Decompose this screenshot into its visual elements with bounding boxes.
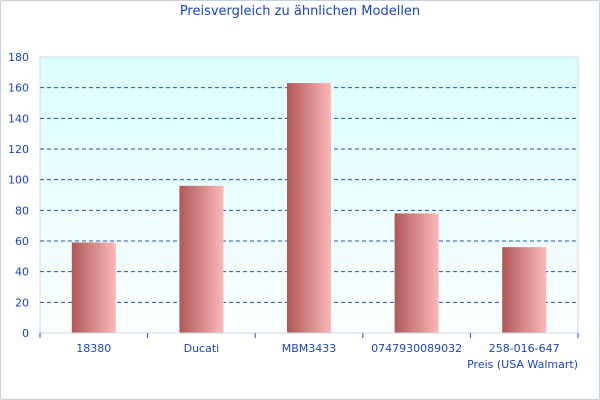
y-tick-label: 80 [15, 204, 29, 217]
y-tick-label: 160 [8, 82, 29, 95]
x-tick-label: MBM3433 [282, 342, 337, 355]
y-tick-label: 120 [8, 143, 29, 156]
bar-Ducati [179, 185, 224, 333]
y-tick-label: 20 [15, 296, 29, 309]
chart-title: Preisvergleich zu ähnlichen Modellen [179, 4, 421, 19]
y-tick-label: 100 [8, 174, 29, 187]
x-tick-label: 0747930089032 [371, 342, 462, 355]
x-tick-label: Ducati [184, 342, 220, 355]
x-axis-label: Preis (USA Walmart) [467, 358, 578, 371]
x-tick-label: 258-016-647 [489, 342, 560, 355]
y-tick-label: 60 [15, 235, 29, 248]
bar-258-016-647 [502, 247, 547, 333]
y-tick-label: 40 [15, 266, 29, 279]
y-tick-label: 180 [8, 51, 29, 64]
x-tick-label: 18380 [76, 342, 111, 355]
y-tick-label: 0 [22, 327, 29, 340]
y-tick-label: 140 [8, 112, 29, 125]
bar-0747930089032 [394, 213, 439, 333]
bar-18380 [71, 242, 116, 333]
bar-MBM3433 [287, 83, 331, 333]
